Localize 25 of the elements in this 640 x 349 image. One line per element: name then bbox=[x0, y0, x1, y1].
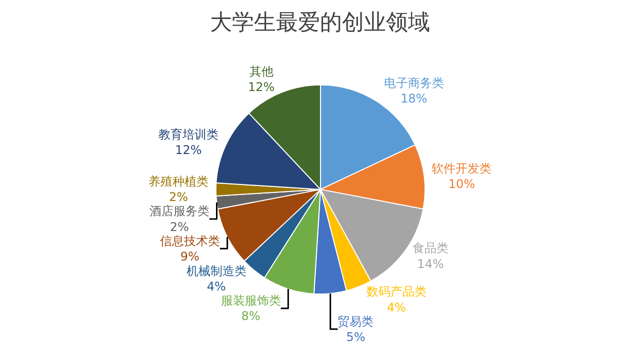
data-label: 2% bbox=[170, 220, 189, 234]
data-label: 14% bbox=[417, 256, 444, 271]
slice-label: 服装服饰类 bbox=[220, 294, 281, 308]
slice-label: 数码产品类 bbox=[366, 284, 426, 299]
data-label: 8% bbox=[241, 309, 260, 324]
slice-label: 贸易类 bbox=[338, 314, 374, 328]
slice-label: 电子商务类 bbox=[384, 76, 444, 90]
slice-label: 信息技术类 bbox=[160, 234, 220, 248]
data-label: 4% bbox=[386, 300, 406, 314]
slice-label: 机械制造类 bbox=[186, 264, 246, 278]
data-label: 9% bbox=[180, 249, 200, 264]
data-label: 4% bbox=[206, 280, 226, 294]
slice-label: 食品类 bbox=[412, 241, 449, 256]
slice-label: 其他 bbox=[249, 64, 274, 79]
data-label: 10% bbox=[448, 176, 475, 191]
data-label: 12% bbox=[248, 80, 275, 94]
data-label: 18% bbox=[400, 91, 428, 106]
data-label: 2% bbox=[168, 190, 188, 204]
data-label: 12% bbox=[175, 143, 202, 158]
slice-label: 软件开发类 bbox=[432, 161, 492, 176]
slice-label: 养殖种植类 bbox=[148, 174, 209, 189]
slice-label: 教育培训类 bbox=[158, 127, 218, 142]
slice-label: 酒店服务类 bbox=[149, 204, 210, 218]
data-label: 5% bbox=[346, 330, 366, 344]
chart-title: 大学生最爱的创业领域 bbox=[210, 10, 430, 36]
